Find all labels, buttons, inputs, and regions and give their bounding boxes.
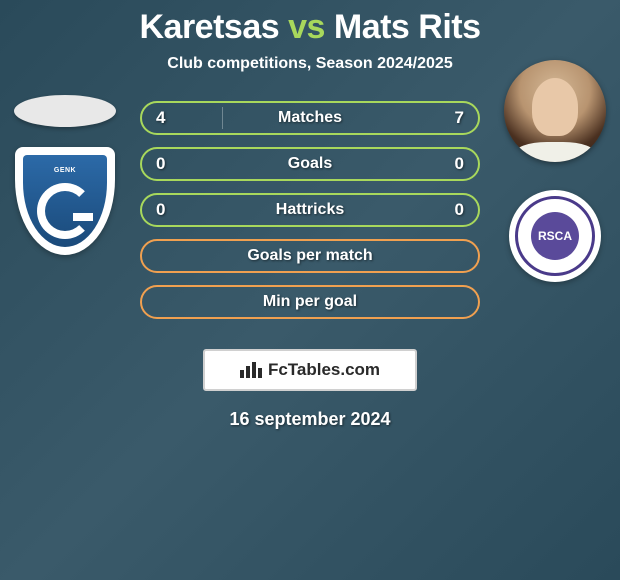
club-right-label: RSCA bbox=[538, 229, 572, 243]
stat-right-value: 0 bbox=[455, 154, 464, 174]
stat-label: Matches bbox=[278, 109, 342, 127]
stat-row-hattricks: 0 Hattricks 0 bbox=[140, 193, 480, 227]
stat-left-value: 0 bbox=[156, 154, 165, 174]
stat-row-matches: 4 Matches 7 bbox=[140, 101, 480, 135]
club-badge-anderlecht: RSCA bbox=[509, 190, 601, 282]
player1-avatar-placeholder bbox=[14, 95, 116, 127]
comparison-title: Karetsas vs Mats Rits bbox=[0, 0, 620, 47]
left-player-column: GENK bbox=[10, 95, 120, 255]
face-icon bbox=[532, 78, 578, 136]
stat-row-goals: 0 Goals 0 bbox=[140, 147, 480, 181]
shirt-icon bbox=[514, 142, 596, 162]
stat-label: Hattricks bbox=[276, 201, 344, 219]
brand-box: FcTables.com bbox=[203, 349, 417, 391]
player2-avatar bbox=[504, 60, 606, 162]
shield-icon: GENK bbox=[15, 147, 115, 255]
stat-row-min-per-goal: Min per goal bbox=[140, 285, 480, 319]
vs-word: vs bbox=[288, 8, 325, 46]
stat-label: Min per goal bbox=[263, 293, 357, 311]
stat-divider bbox=[222, 107, 223, 129]
stat-row-goals-per-match: Goals per match bbox=[140, 239, 480, 273]
stat-left-value: 0 bbox=[156, 200, 165, 220]
player1-name: Karetsas bbox=[139, 8, 279, 46]
stat-left-value: 4 bbox=[156, 108, 165, 128]
right-player-column: RSCA bbox=[500, 95, 610, 282]
stat-rows: 4 Matches 7 0 Goals 0 0 Hattricks 0 Goal… bbox=[140, 101, 480, 319]
date-label: 16 september 2024 bbox=[0, 409, 620, 430]
stat-right-value: 0 bbox=[455, 200, 464, 220]
stat-label: Goals bbox=[288, 155, 332, 173]
player2-name: Mats Rits bbox=[334, 8, 481, 46]
club-left-label: GENK bbox=[23, 167, 107, 174]
club-badge-genk: GENK bbox=[15, 147, 115, 255]
anderlecht-inner-icon: RSCA bbox=[531, 212, 579, 260]
brand-text: FcTables.com bbox=[268, 360, 380, 380]
bar-chart-icon bbox=[240, 362, 262, 378]
genk-g-icon bbox=[37, 183, 93, 239]
stats-area: GENK RSCA 4 Matches 7 0 Goals 0 bbox=[0, 101, 620, 341]
stat-right-value: 7 bbox=[455, 108, 464, 128]
stat-label: Goals per match bbox=[247, 247, 372, 265]
